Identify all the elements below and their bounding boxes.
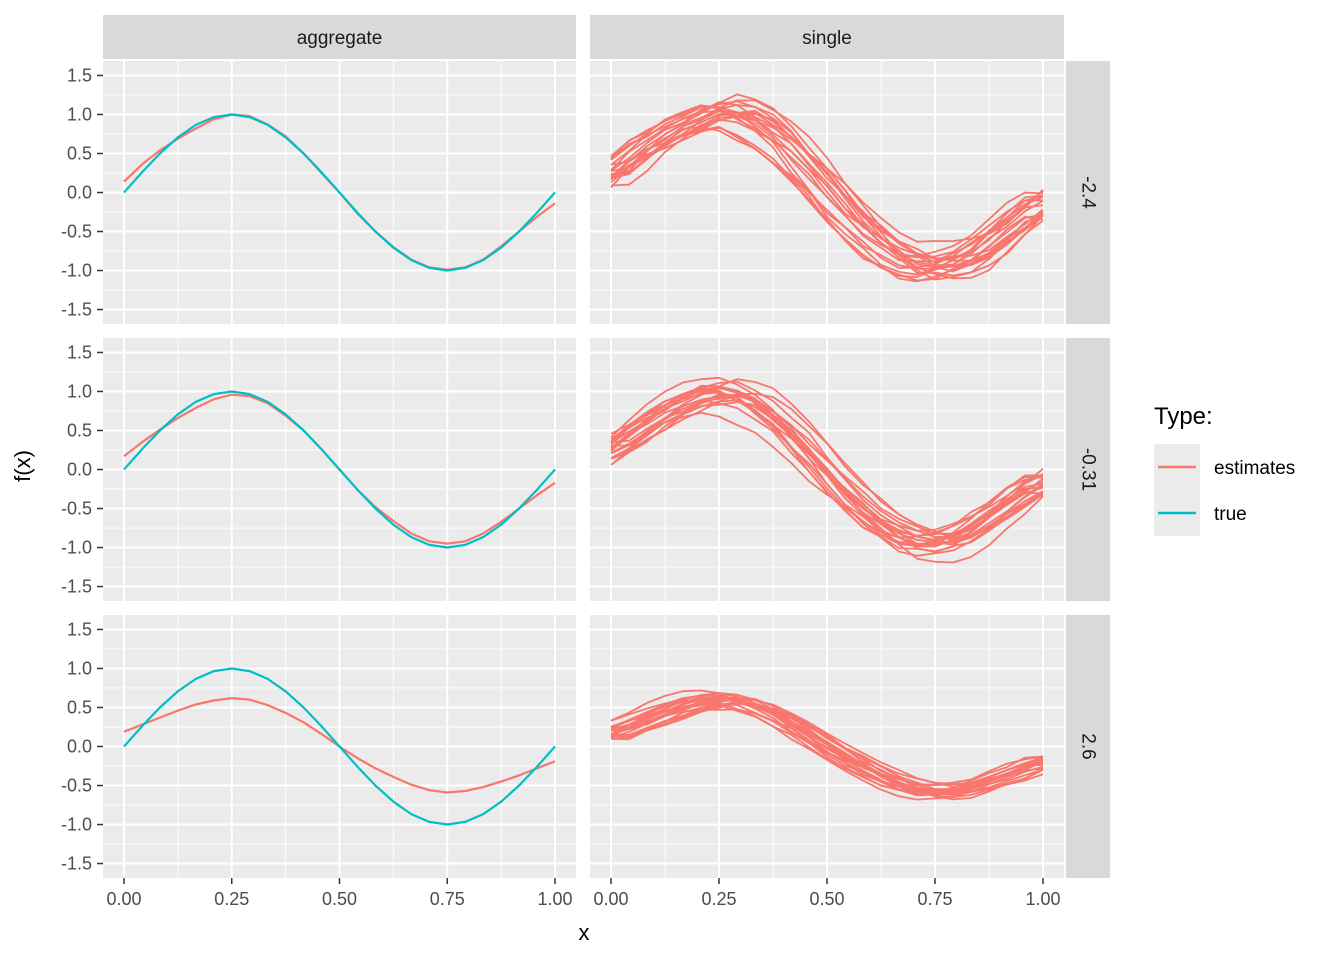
series-line-true xyxy=(123,113,556,272)
x-tick-label: 0.50 xyxy=(322,889,357,909)
x-axes: 0.00 0.25 0.50 0.75 1.00 0.00 0.25 0.50 0.75 1.00 xyxy=(106,878,1061,909)
series-group xyxy=(610,376,1044,564)
y-tick-label: -0.5 xyxy=(61,499,92,519)
series-group xyxy=(123,390,556,549)
series-line-true xyxy=(123,667,556,826)
col-strip-label: single xyxy=(802,28,852,49)
series-line-estimates xyxy=(610,386,1044,537)
series-line-estimates xyxy=(610,110,1044,276)
series-line-estimates xyxy=(610,125,1044,283)
y-tick-label: -1.0 xyxy=(61,538,92,558)
x-tick-label: 0.25 xyxy=(701,889,736,909)
series-group xyxy=(610,93,1044,283)
panel-aggregate--2.4 xyxy=(103,61,576,324)
col-strip-background xyxy=(103,15,576,59)
series-line-estimates xyxy=(610,105,1044,258)
x-tick-label: 1.00 xyxy=(537,889,572,909)
x-tick-label: 0.50 xyxy=(809,889,844,909)
panel-single-2.6 xyxy=(590,615,1064,878)
col-strip-label: aggregate xyxy=(297,28,383,49)
x-tick-label: 0.25 xyxy=(214,889,249,909)
series-line-true xyxy=(123,390,556,549)
y-tick-label: 0.0 xyxy=(67,460,92,480)
series-group xyxy=(123,113,556,272)
series-line-estimates xyxy=(610,126,1044,270)
series-line-estimates xyxy=(610,93,1044,281)
y-tick-label: 0.5 xyxy=(67,697,92,717)
row-strip-background xyxy=(1066,61,1110,324)
y-tick-label: -1.5 xyxy=(61,854,92,874)
series-line-estimates xyxy=(610,411,1044,547)
panel-aggregate-2.6 xyxy=(103,615,576,878)
col-strip-background xyxy=(590,15,1064,59)
y-tick-label: -0.5 xyxy=(61,776,92,796)
y-tick-label: 1.5 xyxy=(67,342,92,362)
series-group xyxy=(123,667,556,826)
series-line-estimates xyxy=(610,689,1044,795)
series-line-estimates xyxy=(610,700,1044,796)
y-tick-label: 0.5 xyxy=(67,420,92,440)
y-axes: -1.5 -1.0 -0.5 0.0 0.5 1.0 1.5 -1.5 -1.0 -0.5 0.0 0… xyxy=(61,65,103,874)
y-tick-label: -1.5 xyxy=(61,300,92,320)
series-line-estimates xyxy=(610,106,1044,269)
y-tick-label: 1.0 xyxy=(67,658,92,678)
y-tick-label: 0.0 xyxy=(67,183,92,203)
facet-panels xyxy=(103,61,1064,878)
series-line-estimates xyxy=(610,699,1044,796)
y-tick-label: 0.5 xyxy=(67,143,92,163)
facet-strips: -2.4 -0.31 2.6 aggregate single xyxy=(103,15,1110,878)
y-tick-label: -1.5 xyxy=(61,577,92,597)
y-tick-label: -0.5 xyxy=(61,222,92,242)
x-axis-title: x xyxy=(579,920,590,945)
row-strip-label: -0.31 xyxy=(1078,448,1099,491)
series-line-estimates xyxy=(610,118,1044,267)
row-strip-label: 2.6 xyxy=(1078,733,1099,759)
panel-single--2.4 xyxy=(590,61,1064,324)
y-tick-label: -1.0 xyxy=(61,261,92,281)
series-line-estimates xyxy=(610,111,1044,280)
x-tick-label: 0.75 xyxy=(917,889,952,909)
legend-title: Type: xyxy=(1154,403,1213,430)
x-tick-label: 0.75 xyxy=(430,889,465,909)
y-tick-label: 1.5 xyxy=(67,65,92,85)
x-tick-label: 0.00 xyxy=(106,889,141,909)
series-group xyxy=(610,689,1044,801)
y-tick-label: 1.5 xyxy=(67,619,92,639)
y-tick-label: 0.0 xyxy=(67,737,92,757)
x-tick-label: 1.00 xyxy=(1025,889,1060,909)
legend-label-estimates: estimates xyxy=(1214,458,1295,479)
y-tick-label: 1.0 xyxy=(67,381,92,401)
legend: Type: estimates true xyxy=(1154,403,1295,536)
y-axis-title: f(x) xyxy=(10,450,35,482)
panel-single--0.31 xyxy=(590,338,1064,601)
row-strip-label: -2.4 xyxy=(1078,176,1099,209)
row-strip-background xyxy=(1066,338,1110,601)
row-strip-background xyxy=(1066,615,1110,878)
x-tick-label: 0.00 xyxy=(593,889,628,909)
series-line-estimates xyxy=(610,703,1044,793)
series-line-estimates xyxy=(610,702,1044,798)
series-line-estimates xyxy=(610,126,1044,278)
legend-label-true: true xyxy=(1214,504,1247,525)
panel-aggregate--0.31 xyxy=(103,338,576,601)
series-line-estimates xyxy=(610,708,1044,792)
series-line-estimates xyxy=(610,695,1044,787)
y-tick-label: -1.0 xyxy=(61,815,92,835)
y-tick-label: 1.0 xyxy=(67,104,92,124)
